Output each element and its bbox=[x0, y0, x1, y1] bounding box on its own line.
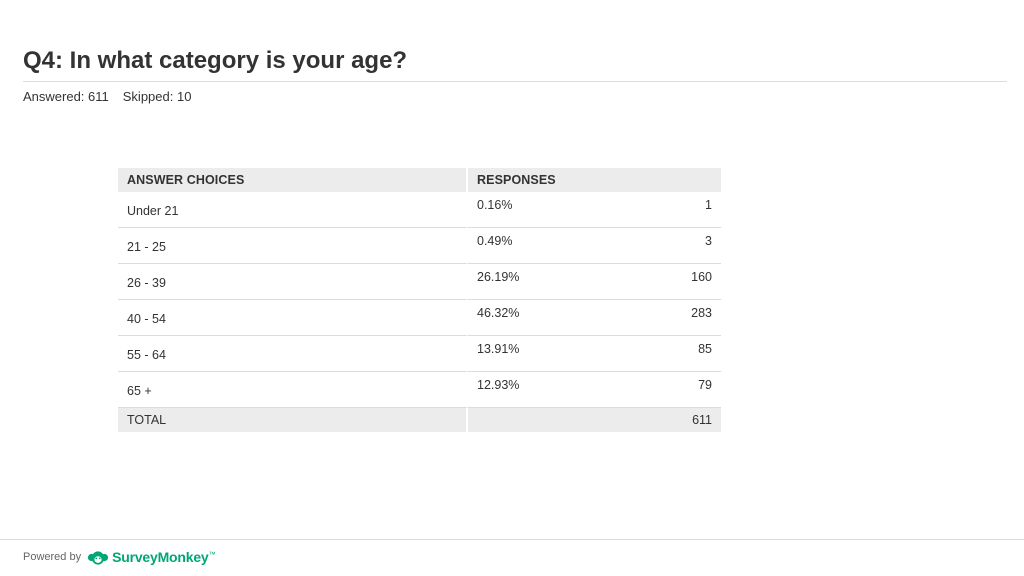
response-count: 160 bbox=[691, 270, 712, 284]
response-percent: 0.49% bbox=[477, 234, 513, 248]
answer-choice: 65 + bbox=[118, 372, 468, 408]
answer-choices-header: ANSWER CHOICES bbox=[118, 168, 468, 192]
trademark-mark: ™ bbox=[208, 551, 216, 559]
response-percent: 0.16% bbox=[477, 198, 513, 212]
response-cell: 46.32% 283 bbox=[468, 300, 721, 336]
response-cell: 0.16% 1 bbox=[468, 192, 721, 228]
brand-name: SurveyMonkey bbox=[112, 549, 209, 565]
answer-choice: Under 21 bbox=[118, 192, 468, 228]
surveymonkey-brand: SurveyMonkey™ bbox=[112, 549, 215, 565]
answer-choice: 55 - 64 bbox=[118, 336, 468, 372]
table-row: 65 + 12.93% 79 bbox=[118, 372, 721, 408]
table-row: 40 - 54 46.32% 283 bbox=[118, 300, 721, 336]
response-count: 3 bbox=[705, 234, 712, 248]
table-row: 21 - 25 0.49% 3 bbox=[118, 228, 721, 264]
table-header-row: ANSWER CHOICES RESPONSES bbox=[118, 168, 721, 192]
table-row: 55 - 64 13.91% 85 bbox=[118, 336, 721, 372]
surveymonkey-logo-icon bbox=[87, 551, 109, 565]
total-count: 611 bbox=[468, 408, 721, 432]
response-count: 1 bbox=[705, 198, 712, 212]
response-percent: 12.93% bbox=[477, 378, 520, 392]
answer-choice: 40 - 54 bbox=[118, 300, 468, 336]
table-row: Under 21 0.16% 1 bbox=[118, 192, 721, 228]
response-count: 283 bbox=[691, 306, 712, 320]
response-percent: 46.32% bbox=[477, 306, 520, 320]
title-divider bbox=[23, 81, 1007, 82]
table-row: 26 - 39 26.19% 160 bbox=[118, 264, 721, 300]
response-cell: 12.93% 79 bbox=[468, 372, 721, 408]
powered-by-label: Powered by bbox=[23, 551, 82, 563]
page-title: Q4: In what category is your age? bbox=[23, 47, 408, 74]
response-summary: Answered: 611 Skipped: 10 bbox=[23, 89, 191, 105]
total-label: TOTAL bbox=[118, 408, 468, 432]
answer-choice: 26 - 39 bbox=[118, 264, 468, 300]
skipped-count: Skipped: 10 bbox=[122, 89, 192, 104]
answered-count: Answered: 611 bbox=[23, 89, 109, 104]
footer-divider bbox=[0, 539, 1024, 540]
results-table: ANSWER CHOICES RESPONSES Under 21 0.16% 1… bbox=[118, 168, 721, 432]
response-cell: 0.49% 3 bbox=[468, 228, 721, 264]
response-count: 79 bbox=[698, 378, 712, 392]
total-row: TOTAL 611 bbox=[118, 408, 721, 432]
response-percent: 26.19% bbox=[477, 270, 520, 284]
response-count: 85 bbox=[698, 342, 712, 356]
response-cell: 13.91% 85 bbox=[468, 336, 721, 372]
responses-header: RESPONSES bbox=[468, 168, 721, 192]
footer: Powered by SurveyMonkey™ bbox=[23, 547, 216, 567]
response-cell: 26.19% 160 bbox=[468, 264, 721, 300]
response-percent: 13.91% bbox=[477, 342, 520, 356]
answer-choice: 21 - 25 bbox=[118, 228, 468, 264]
